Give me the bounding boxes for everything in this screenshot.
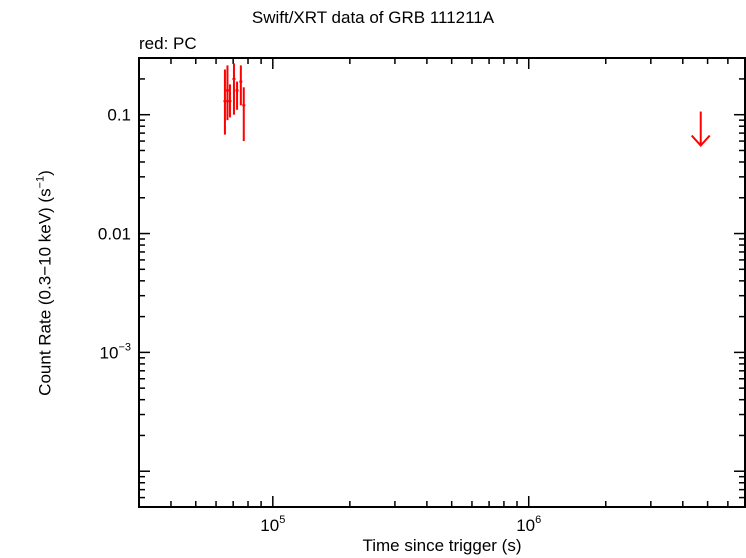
y-tick-label-base: 10 [100, 343, 119, 362]
y-tick-label: 10−3 [100, 341, 131, 362]
x-tick-label-exponent: 6 [535, 514, 541, 526]
data-layer [223, 63, 711, 148]
y-tick-label: 0.01 [98, 225, 131, 244]
chart-title: Swift/XRT data of GRB 111211A [251, 8, 495, 27]
x-tick-label: 106 [516, 514, 541, 535]
plot-frame [138, 57, 746, 508]
x-tick-label: 105 [260, 514, 285, 535]
x-tick-label-base: 10 [260, 516, 279, 535]
y-tick-label-exponent: −3 [118, 341, 131, 353]
y-tick-label: 0.1 [107, 106, 131, 125]
x-tick-label-exponent: 5 [279, 514, 285, 526]
upper-limit-arrow-head [690, 134, 711, 148]
chart-subtitle: red: PC [139, 34, 197, 53]
x-tick-label-base: 10 [516, 516, 535, 535]
axis-ticks [138, 58, 746, 508]
x-axis-label: Time since trigger (s) [362, 536, 522, 555]
